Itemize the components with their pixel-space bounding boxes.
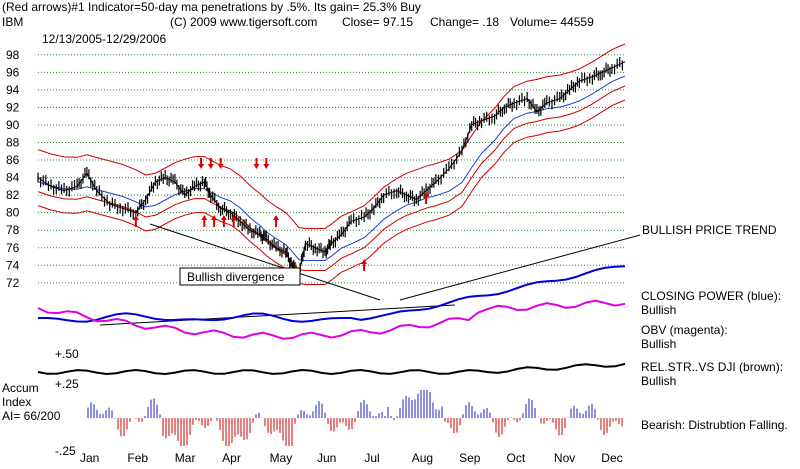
y-tick-label: 80 (6, 206, 20, 220)
moving-average (37, 75, 626, 261)
bullish-divergence-label: Bullish divergence (187, 270, 285, 284)
relstr-status: Bullish (641, 374, 676, 388)
month-label: Jul (364, 451, 379, 465)
month-label: Nov (554, 451, 575, 465)
relstr-line (37, 362, 626, 376)
y-tick-label: 94 (6, 83, 20, 97)
divergence-line-lower (99, 304, 456, 326)
accum-label: Accum (2, 381, 39, 395)
volume-readout: Volume= 44559 (510, 15, 594, 29)
y-tick-label: 96 (6, 65, 20, 79)
sell-arrow-head (263, 164, 270, 169)
relstr-tick-plus-50: +.50 (55, 347, 79, 361)
buy-arrow-head (423, 192, 430, 197)
price-axis-labels: 98 96 94 92 90 88 86 84 82 80 78 76 74 72 (6, 48, 20, 290)
inner-band (37, 85, 626, 271)
month-label: Oct (507, 451, 526, 465)
upper-band (37, 43, 626, 229)
lower-band (37, 99, 626, 285)
bullish-trend-line (399, 234, 641, 301)
closing-power-line (38, 265, 626, 323)
obv-line (37, 299, 626, 340)
y-tick-label: 76 (6, 241, 20, 255)
month-label: Aug (412, 451, 433, 465)
sell-arrow-head (207, 164, 214, 169)
buy-arrow-head (132, 215, 139, 220)
sell-arrow-head (253, 164, 260, 169)
divergence-line-upper (149, 223, 381, 301)
price-series (37, 57, 626, 283)
y-tick-label: 74 (6, 258, 20, 272)
accum-histogram (87, 390, 623, 446)
buy-arrow-head (273, 215, 280, 220)
month-label: May (270, 451, 293, 465)
symbol-label: IBM (2, 15, 23, 29)
copyright-text: (C) 2009 www.tigersoft.com (170, 15, 317, 29)
y-tick-label: 84 (6, 171, 20, 185)
month-label: Feb (127, 451, 148, 465)
y-tick-label: 78 (6, 223, 20, 237)
relstr-label: REL.STR..VS DJI (brown): (641, 360, 783, 374)
month-label: Jun (317, 451, 336, 465)
ai-readout: AI= 66/200 (2, 409, 61, 423)
y-tick-label: 86 (6, 153, 20, 167)
relstr-tick-minus-25: -.25 (55, 444, 76, 458)
sell-arrow-head (217, 164, 224, 169)
close-readout: Close= 97.15 (342, 15, 413, 29)
buy-arrow-head (230, 215, 237, 220)
date-range: 12/13/2005-12/29/2006 (42, 32, 166, 46)
change-readout: Change= .18 (430, 15, 499, 29)
buy-arrow-head (220, 215, 227, 220)
obv-status: Bullish (641, 337, 676, 351)
y-tick-label: 92 (6, 100, 20, 114)
obv-label: OBV (magenta): (641, 323, 728, 337)
buy-arrow-head (211, 215, 218, 220)
y-tick-label: 90 (6, 118, 20, 132)
bullish-divergence-callout: Bullish divergence (179, 267, 301, 286)
y-tick-label: 98 (6, 48, 20, 62)
month-axis: Jan Feb Mar Apr May Jun Jul Aug Sep Oct Nov Dec (80, 451, 623, 465)
index-label: Index (2, 395, 31, 409)
bullish-price-trend-label: BULLISH PRICE TREND (642, 223, 777, 237)
month-label: Mar (175, 451, 196, 465)
accum-note: Bearish: Distrubtion Falling. (641, 418, 788, 432)
signal-arrows (99, 158, 641, 326)
y-tick-label: 72 (6, 276, 20, 290)
y-tick-label: 82 (6, 188, 20, 202)
buy-arrow-head (361, 259, 368, 264)
month-label: Sep (459, 451, 481, 465)
price-bands (37, 43, 626, 285)
relstr-tick-plus-25: +.25 (55, 377, 79, 391)
month-label: Apr (222, 451, 241, 465)
y-tick-label: 88 (6, 135, 20, 149)
indicator-lines (37, 265, 626, 376)
month-label: Jan (80, 451, 99, 465)
sell-arrow-head (198, 164, 205, 169)
closing-power-label: CLOSING POWER (blue): (641, 289, 781, 303)
closing-power-status: Bullish (641, 303, 676, 317)
buy-arrow-head (201, 215, 208, 220)
month-label: Dec (601, 451, 622, 465)
price-grid (38, 54, 625, 284)
indicator-title: (Red arrows)#1 Indicator=50-day ma penet… (2, 0, 421, 14)
price-line (37, 61, 626, 276)
